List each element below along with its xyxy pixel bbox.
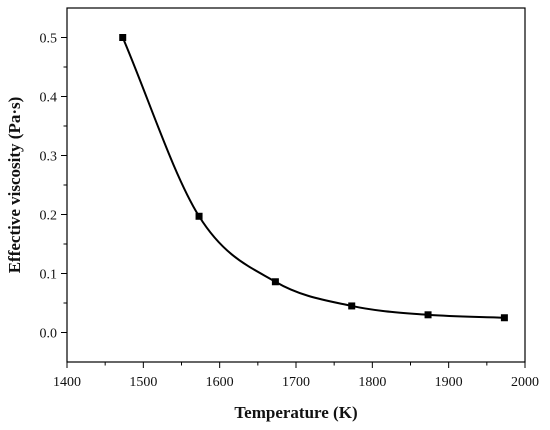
plot-frame [66, 7, 526, 363]
series-curve-layer [121, 37, 505, 319]
axis-ticks [61, 37, 526, 368]
x-tick-label: 2000 [511, 375, 539, 390]
y-tick-label: 0.2 [40, 209, 58, 224]
y-axis-title: Effective viscosity (Pa·s) [5, 97, 24, 274]
tick-labels: 1400 1500 1600 1700 1800 1900 2000 0.0 0.1 0.2 0.3… [40, 32, 540, 391]
x-tick-label: 1400 [53, 375, 81, 390]
series-marker-layer [119, 34, 508, 322]
x-tick-label: 1500 [129, 375, 157, 390]
x-axis-title: Temperature (K) [234, 403, 357, 422]
data-point [271, 278, 279, 286]
x-tick-label: 1600 [206, 375, 234, 390]
y-tick-label: 0.5 [40, 32, 58, 47]
data-point [195, 212, 203, 220]
data-point [348, 302, 356, 310]
data-point [500, 314, 508, 322]
x-tick-label: 1900 [435, 375, 463, 390]
data-point [119, 34, 127, 41]
y-tick-label: 0.4 [40, 91, 58, 106]
y-tick-label: 0.0 [40, 327, 58, 342]
y-tick-label: 0.1 [40, 268, 58, 283]
y-tick-label: 0.3 [40, 150, 58, 165]
series-line [121, 37, 505, 319]
x-tick-label: 1800 [358, 375, 386, 390]
data-point [424, 311, 432, 319]
x-tick-label: 1700 [282, 375, 310, 390]
